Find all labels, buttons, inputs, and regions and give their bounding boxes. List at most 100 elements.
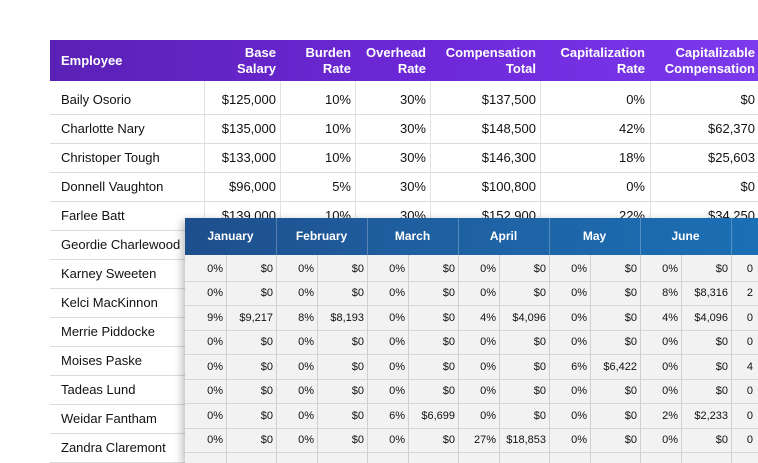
table-row[interactable]: Donnell Vaughton $96,000 5% 30% $100,800… xyxy=(50,172,758,202)
month-amount-cell: $4,096 xyxy=(512,312,546,324)
employee-table-header: Employee Base Salary Burden Rate Overhea… xyxy=(50,40,758,81)
month-rate-cell: 4 xyxy=(746,361,753,373)
month-amount-cell: $0 xyxy=(533,410,546,422)
header-capitalizable-compensation[interactable]: Capitalizable Compensation xyxy=(664,44,755,76)
month-amount-cell: $0 xyxy=(351,336,364,348)
header-employee[interactable]: Employee xyxy=(61,52,123,68)
month-header-january[interactable]: January xyxy=(207,229,254,243)
month-rate-cell: 0% xyxy=(207,434,223,446)
month-amount-cell: $6,699 xyxy=(421,410,455,422)
month-amount-cell: $0 xyxy=(260,385,273,397)
month-rate-cell: 0% xyxy=(480,361,496,373)
month-rate-cell: 27% xyxy=(473,434,496,446)
month-amount-cell: $4,096 xyxy=(694,312,728,324)
employee-name: Tadeas Lund xyxy=(61,382,136,397)
overhead-rate-cell: 30% xyxy=(399,179,426,194)
month-amount-cell: $6,422 xyxy=(603,361,637,373)
header-burden-rate[interactable]: Burden Rate xyxy=(305,44,352,76)
month-header-february[interactable]: February xyxy=(295,229,348,243)
table-row[interactable]: Charlotte Nary $135,000 10% 30% $148,500… xyxy=(50,114,758,144)
month-table-row[interactable]: 0% $0 0% $0 0% $0 0% $0 0% $0 0% $0 0 xyxy=(185,257,758,282)
month-table-row[interactable]: 0% $0 0% $0 0% $0 27% $18,853 0% $0 0% $0 0 xyxy=(185,428,758,453)
month-amount-cell: $0 xyxy=(260,361,273,373)
header-compensation-total[interactable]: Compensation Total xyxy=(445,44,536,76)
month-rate-cell: 0 xyxy=(746,336,753,348)
month-table-header: January February March April May June xyxy=(185,218,758,255)
month-rate-cell: 0% xyxy=(480,410,496,422)
employee-name: Baily Osorio xyxy=(61,92,132,107)
employee-name: Weidar Fantham xyxy=(61,411,157,426)
month-rate-cell: 0 xyxy=(746,434,753,446)
month-amount-cell: $0 xyxy=(351,263,364,275)
month-amount-cell: $2,233 xyxy=(694,410,728,422)
month-rate-cell: 0% xyxy=(389,434,405,446)
overhead-rate-cell: 30% xyxy=(399,150,426,165)
month-rate-cell: 0% xyxy=(662,263,678,275)
header-base-salary[interactable]: Base Salary xyxy=(236,44,276,76)
month-amount-cell: $0 xyxy=(533,287,546,299)
month-amount-cell: $0 xyxy=(442,263,455,275)
month-rate-cell: 0% xyxy=(662,385,678,397)
month-amount-cell: $0 xyxy=(533,336,546,348)
month-header-march[interactable]: March xyxy=(394,229,431,243)
month-amount-cell: $18,853 xyxy=(506,434,546,446)
month-header-may[interactable]: May xyxy=(582,229,607,243)
month-amount-cell: $0 xyxy=(624,336,637,348)
month-header-april[interactable]: April xyxy=(489,229,518,243)
month-rate-cell: 0% xyxy=(389,287,405,299)
employee-name: Zandra Claremont xyxy=(61,440,166,455)
month-amount-cell: $0 xyxy=(715,385,728,397)
base-salary-cell: $133,000 xyxy=(221,150,276,165)
month-table-row[interactable]: 0% $0 0% $0 0% $0 0% $0 6% $6,422 0% $0 4 xyxy=(185,355,758,380)
month-rate-cell: 0 xyxy=(746,385,753,397)
month-amount-cell: $0 xyxy=(624,434,637,446)
month-rate-cell: 0% xyxy=(389,336,405,348)
month-rate-cell: 0% xyxy=(571,336,587,348)
month-table-row[interactable]: 0% $0 0% $0 0% $0 0% $0 0% $0 8% $8,316 2 xyxy=(185,281,758,306)
month-rate-cell: 0% xyxy=(480,263,496,275)
employee-name: Kelci MacKinnon xyxy=(61,295,158,310)
month-rate-cell: 9% xyxy=(207,312,223,324)
month-table-row[interactable]: 9% $9,217 8% $8,193 0% $0 4% $4,096 0% $0 4% $4,096… xyxy=(185,306,758,331)
employee-name: Merrie Piddocke xyxy=(61,324,155,339)
month-rate-cell: 8% xyxy=(298,312,314,324)
monthly-capitalization-table: January February March April May June 0%… xyxy=(185,218,758,463)
month-amount-cell: $0 xyxy=(442,361,455,373)
month-amount-cell: $0 xyxy=(715,336,728,348)
month-rate-cell: 0% xyxy=(207,410,223,422)
month-amount-cell: $0 xyxy=(442,336,455,348)
month-rate-cell: 0% xyxy=(298,336,314,348)
base-salary-cell: $96,000 xyxy=(229,179,276,194)
month-amount-cell: $0 xyxy=(624,312,637,324)
base-salary-cell: $125,000 xyxy=(221,92,276,107)
capitalizable-compensation-cell: $62,370 xyxy=(708,121,755,136)
month-amount-cell: $8,193 xyxy=(330,312,364,324)
month-amount-cell: $0 xyxy=(715,434,728,446)
capitalizable-compensation-cell: $0 xyxy=(740,179,755,194)
month-rate-cell: 0% xyxy=(571,287,587,299)
month-rate-cell: 0% xyxy=(480,287,496,299)
month-rate-cell: 0 xyxy=(746,410,753,422)
month-amount-cell: $0 xyxy=(624,263,637,275)
employee-name: Donnell Vaughton xyxy=(61,179,164,194)
table-row[interactable]: Baily Osorio $125,000 10% 30% $137,500 0… xyxy=(50,85,758,115)
month-amount-cell: $0 xyxy=(624,410,637,422)
header-overhead-rate[interactable]: Overhead Rate xyxy=(366,44,426,76)
month-table-row[interactable]: 0% $0 0% $0 0% $0 0% $0 0% $0 0% $0 0 xyxy=(185,330,758,355)
month-rate-cell: 0% xyxy=(480,385,496,397)
month-amount-cell: $0 xyxy=(533,263,546,275)
month-amount-cell: $0 xyxy=(260,336,273,348)
employee-name: Farlee Batt xyxy=(61,208,125,223)
compensation-total-cell: $100,800 xyxy=(481,179,536,194)
month-rate-cell: 0% xyxy=(298,263,314,275)
month-amount-cell: $0 xyxy=(442,287,455,299)
month-rate-cell: 0% xyxy=(207,263,223,275)
table-row[interactable]: Christoper Tough $133,000 10% 30% $146,3… xyxy=(50,143,758,173)
burden-rate-cell: 10% xyxy=(324,121,351,136)
month-table-row[interactable]: 0% $0 0% $0 6% $6,699 0% $0 0% $0 2% $2,233 0 xyxy=(185,404,758,429)
month-rate-cell: 0% xyxy=(571,434,587,446)
header-capitalization-rate[interactable]: Capitalization Rate xyxy=(560,44,645,76)
month-amount-cell: $0 xyxy=(260,287,273,299)
month-header-june[interactable]: June xyxy=(671,229,700,243)
month-table-row[interactable]: 0% $0 0% $0 0% $0 0% $0 0% $0 0% $0 0 xyxy=(185,379,758,404)
